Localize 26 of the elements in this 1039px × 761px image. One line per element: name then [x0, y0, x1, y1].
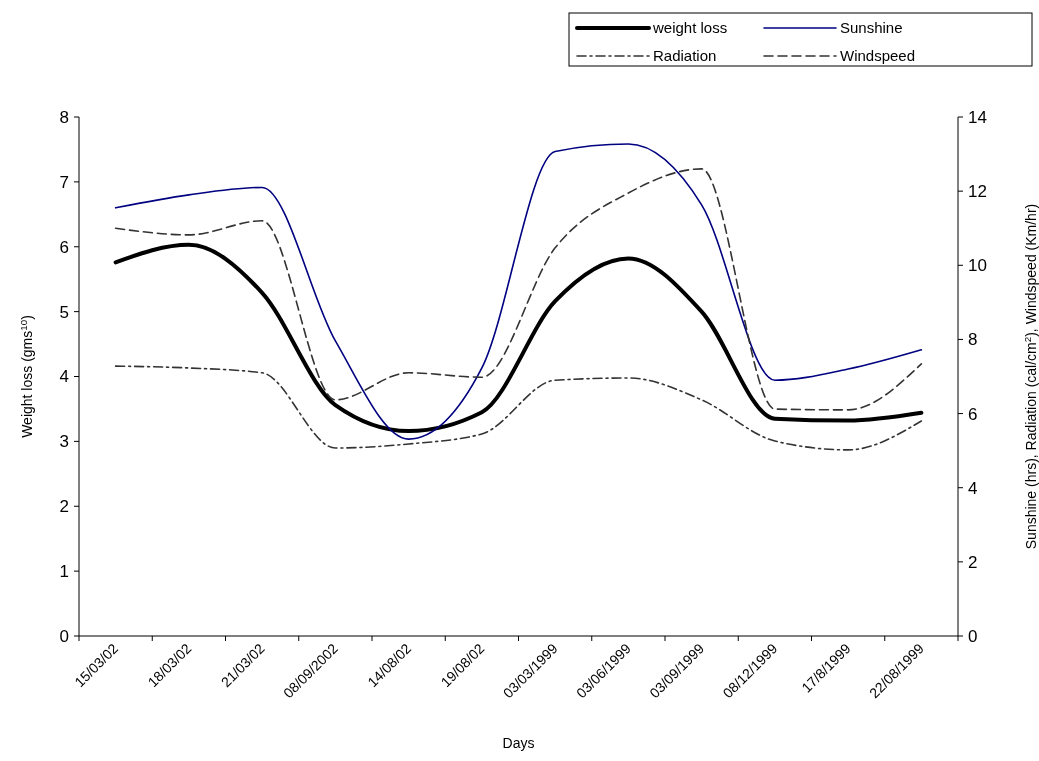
y-tick-label: 7 — [59, 172, 69, 192]
x-axis-title: Days — [502, 735, 535, 751]
legend-label: Radiation — [653, 47, 717, 65]
y-tick-label: 4 — [59, 367, 69, 387]
line-series — [114, 168, 923, 411]
y-tick-label: 3 — [59, 432, 69, 452]
y2-tick-label: 8 — [968, 330, 978, 350]
line-series — [113, 242, 924, 433]
y2-tick-label: 2 — [968, 552, 978, 572]
y-tick-label: 8 — [59, 107, 69, 127]
y2-tick-label: 14 — [968, 107, 987, 127]
legend-label: Windspeed — [840, 47, 916, 65]
y-tick-label: 6 — [59, 237, 69, 257]
y-tick-label: 2 — [59, 497, 69, 517]
y2-tick-label: 0 — [968, 626, 978, 646]
y-tick-label: 1 — [59, 562, 69, 582]
legend-label: Sunshine — [840, 19, 903, 37]
y2-tick-label: 10 — [968, 256, 987, 276]
y2-tick-label: 12 — [968, 182, 987, 202]
y2-tick-label: 4 — [968, 478, 978, 498]
legend-label: weight loss — [652, 19, 728, 37]
line-series — [114, 365, 923, 451]
y2-tick-label: 6 — [968, 404, 978, 424]
y-tick-label: 5 — [59, 302, 69, 322]
y-tick-label: 0 — [59, 626, 69, 646]
line-series — [114, 143, 923, 440]
